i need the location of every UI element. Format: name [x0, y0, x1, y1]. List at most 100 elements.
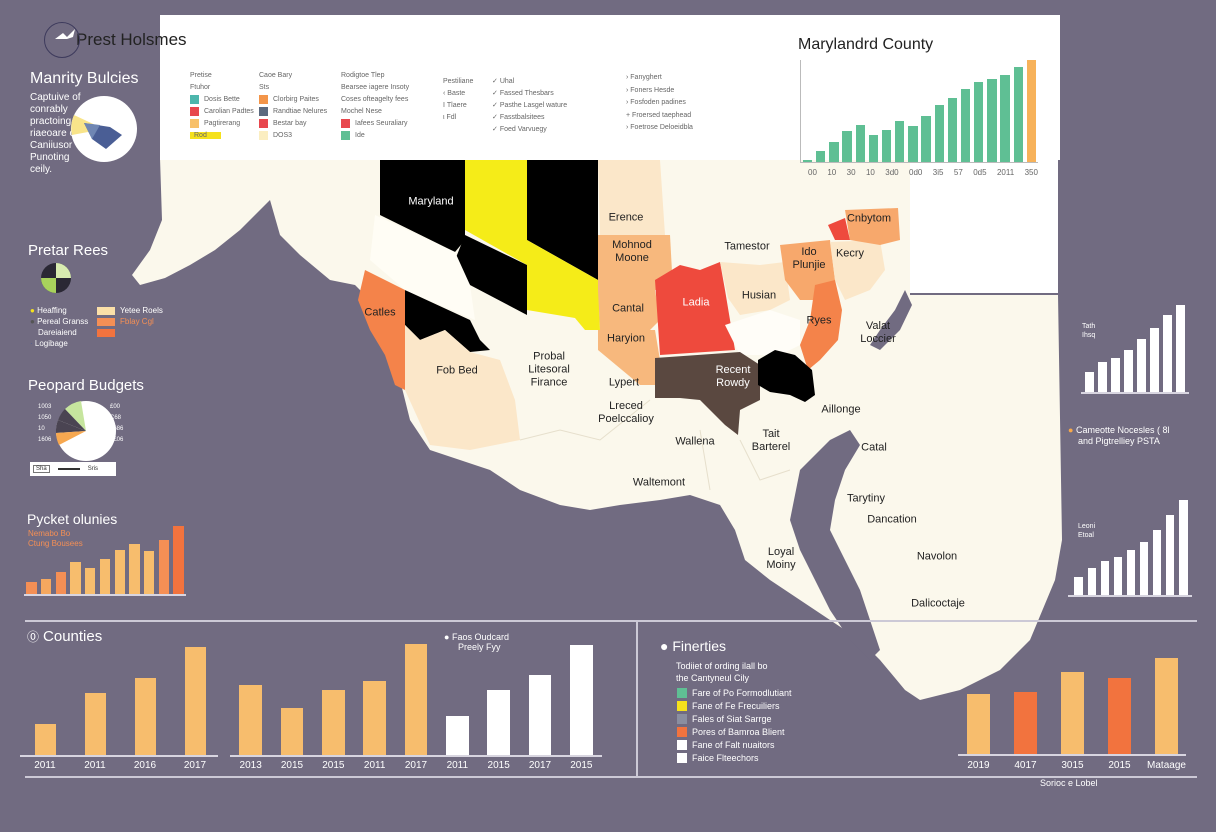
- legend-item: Bestar bay: [259, 118, 327, 130]
- x-tick: 2011: [996, 168, 1015, 177]
- county-label[interactable]: Ladia: [682, 296, 710, 309]
- bar: [55, 572, 66, 595]
- bar: [1166, 515, 1175, 595]
- county-label[interactable]: Catles: [364, 306, 396, 319]
- bar: [1085, 371, 1094, 393]
- county-chart-title: Marylandrd County: [798, 36, 934, 53]
- section-body-policies: Captuive of conrably practoing riaeoare o Ca…: [30, 92, 81, 175]
- legend-item: ✓ Fasstbalsitees: [492, 114, 545, 121]
- legend-header: Rodigtoe Tlep: [341, 72, 385, 79]
- swatch: [259, 94, 268, 104]
- legend-item: [97, 327, 163, 338]
- bar: [802, 159, 813, 162]
- county-label[interactable]: Mohnod Moone: [612, 239, 652, 264]
- legend-item: ‹ Baste: [443, 90, 466, 97]
- swatch: [341, 130, 350, 140]
- county-bar-chart: [800, 60, 1038, 163]
- legend-subheader: Mochel Nese: [341, 108, 382, 115]
- bar: [1013, 67, 1023, 162]
- county-label[interactable]: Haryion: [607, 332, 645, 345]
- bar: [855, 124, 865, 162]
- county-label[interactable]: Dalicoctaje: [911, 597, 965, 610]
- county-label[interactable]: Maryland: [408, 195, 454, 208]
- county-label[interactable]: Aillonge: [821, 403, 861, 416]
- dot-icon: ●: [660, 638, 669, 654]
- bar: [1074, 577, 1083, 595]
- leoni-chart-label: Leoni Etoal: [1078, 523, 1096, 539]
- x-tick: 2015: [280, 760, 304, 771]
- bar: [974, 81, 984, 162]
- legend-item: Carolian Padtes: [190, 106, 254, 118]
- legend-header: Pretise: [190, 72, 212, 79]
- county-label[interactable]: Wallena: [675, 435, 715, 448]
- source-label: Sorioc e Lobel: [1040, 778, 1098, 788]
- x-tick: 2015: [1108, 760, 1131, 771]
- x-tick: 2011: [84, 760, 106, 771]
- x-tick: 2011: [446, 760, 469, 771]
- finerties-title: ● Finerties: [660, 638, 727, 654]
- bar: [184, 647, 206, 755]
- bar: [842, 131, 852, 162]
- x-tick: 00: [808, 168, 817, 177]
- bay-water-2: [870, 290, 912, 350]
- county-label[interactable]: Dancation: [867, 513, 917, 526]
- legend-header: Pestiliane: [443, 78, 474, 85]
- counties-bar-chart: [20, 640, 220, 755]
- legend-item: DOS3: [259, 130, 327, 142]
- mid-bar-chart: [230, 640, 602, 755]
- county-label[interactable]: Catal: [861, 441, 887, 454]
- county-label[interactable]: Navolon: [916, 550, 958, 563]
- circle-icon: ⓪: [27, 630, 40, 644]
- legend-item: ι Fdl: [443, 114, 457, 121]
- bar: [40, 579, 52, 595]
- county-label[interactable]: Valat Loccier: [860, 320, 896, 345]
- county-label[interactable]: Lypert: [608, 376, 640, 389]
- section-title-budgets: Peopard Budgets: [28, 377, 144, 394]
- county-label[interactable]: Erence: [608, 211, 644, 224]
- swatch: [190, 106, 199, 116]
- county-label[interactable]: Cnbytom: [846, 212, 892, 225]
- section-subtitle-pycket: Nemabo Bo Ctung Bousees: [28, 529, 83, 548]
- x-tick: 2017: [404, 760, 428, 771]
- county-label[interactable]: Lreced Poelccalioy: [598, 400, 654, 425]
- bar: [99, 559, 111, 595]
- rees-legend-right: Yetee Roels Fblay Cgl: [97, 305, 163, 338]
- county-label[interactable]: Tarytiny: [847, 492, 885, 505]
- budgets-pie-chart: [55, 401, 116, 461]
- county-label[interactable]: Tamestor: [724, 240, 770, 253]
- section-title-pycket: Pycket olunies: [27, 511, 118, 527]
- bar: [816, 150, 826, 162]
- swatch: [341, 118, 350, 128]
- rees-pie-chart: [41, 263, 71, 293]
- leoni-bar-chart: [1072, 500, 1190, 595]
- x-tick: 2017: [183, 760, 207, 771]
- legend-item: ✓ Uhal: [492, 78, 515, 85]
- legend-item: Rod: [190, 130, 254, 142]
- source-bar-chart: [955, 650, 1190, 755]
- x-tick: 3015: [1061, 760, 1084, 771]
- note-text: ● Cameotte Nocesles ( 8l and Pigtrelliey…: [1068, 425, 1170, 446]
- county-label[interactable]: Loyal Moiny: [766, 546, 796, 571]
- budgets-pie-labels-right: £00 C68 2686 7£06: [110, 404, 124, 443]
- legend-item: Yetee Roels: [97, 305, 163, 316]
- county-label[interactable]: Ido Plunjie: [792, 246, 826, 271]
- county-label[interactable]: Recent Rowdy: [715, 364, 751, 389]
- legend-header: Bearsee iagere Insoty: [341, 84, 410, 91]
- county-label[interactable]: Fob Bed: [436, 364, 478, 377]
- bar: [1179, 500, 1188, 595]
- county-label[interactable]: Tait Barterel: [751, 428, 791, 453]
- swatch: [259, 106, 268, 116]
- bird-logo-icon: [44, 22, 80, 58]
- legend-col-5: ✓ Uhal ✓ Fassed Thesbars ✓ Pasthe Lasgel…: [492, 76, 567, 136]
- county-label[interactable]: Ryes: [806, 314, 832, 327]
- county-label[interactable]: Kecry: [835, 247, 865, 260]
- county-label[interactable]: Cantal: [612, 302, 644, 315]
- bar: [239, 685, 263, 755]
- app-logo[interactable]: Prest Holsmes: [44, 22, 187, 58]
- bar: [1111, 357, 1120, 393]
- legend-item: ✓ Foed Varvuegy: [492, 126, 547, 133]
- county-label[interactable]: Probal Litesoral Firance: [528, 350, 570, 389]
- county-label[interactable]: Waltemont: [632, 476, 686, 489]
- county-label[interactable]: Husian: [741, 289, 777, 302]
- bar: [881, 129, 892, 162]
